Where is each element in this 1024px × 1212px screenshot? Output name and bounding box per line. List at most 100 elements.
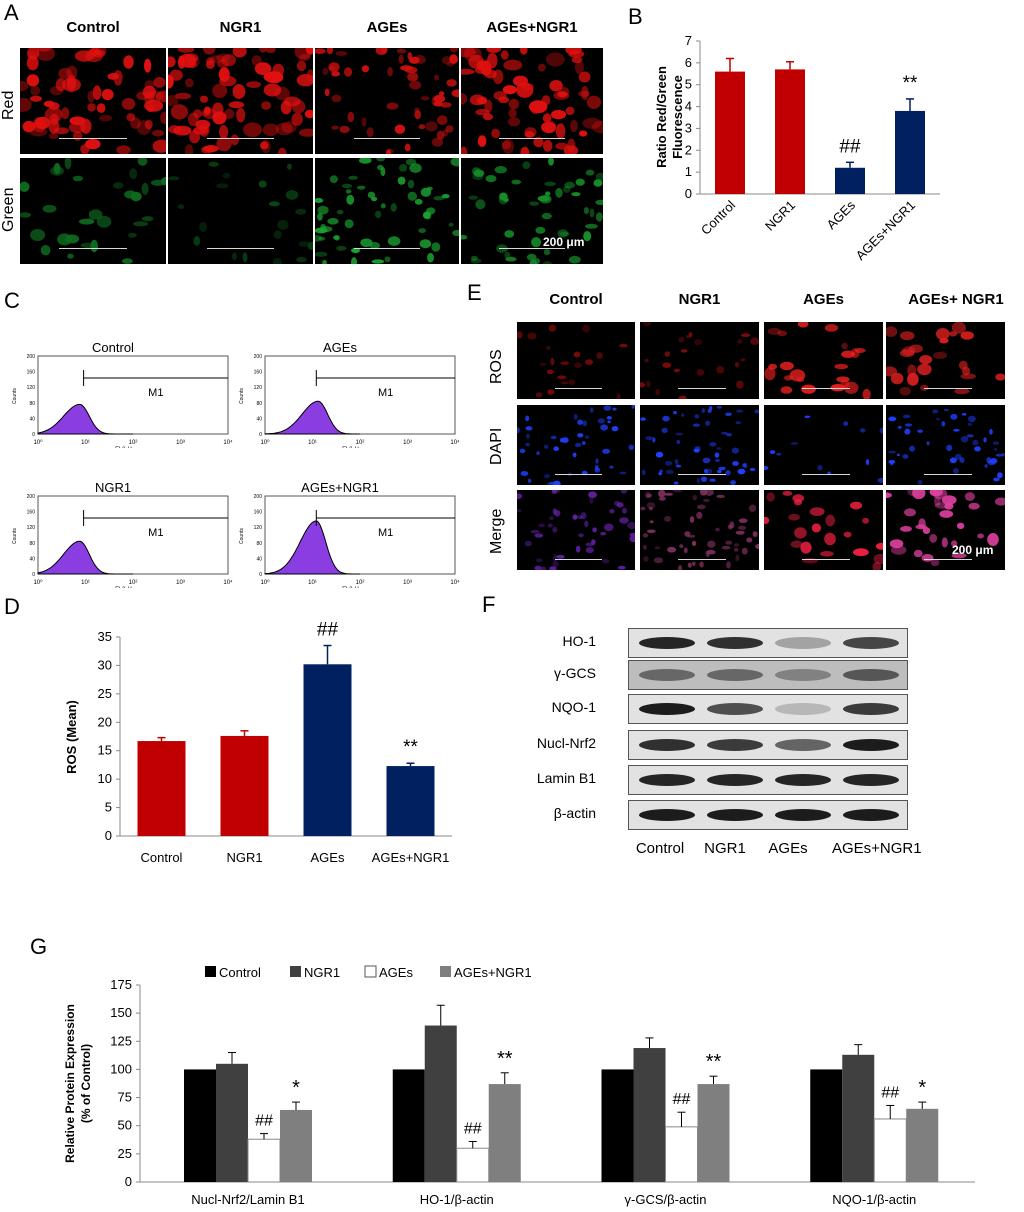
panel-c-ytick-2-0: 0 — [259, 432, 262, 438]
panel-e-letter: E — [467, 280, 482, 305]
panel-c-xtick-3-3: 10³ — [176, 580, 185, 586]
panel-c-xtick-3-1: 10¹ — [81, 580, 90, 586]
panel-a-image-red-3 — [315, 48, 459, 154]
panel-f-band-6-4 — [843, 809, 899, 821]
chartB-bar-2 — [775, 69, 805, 194]
panel-f-band-1-1 — [639, 637, 695, 649]
chart-g: 0 25 50 75 100 125 150 175 Relative Protein Expr… — [63, 965, 975, 1207]
chart-b-ylabel-line1: Ratio Red/Green — [654, 66, 669, 168]
chart-g-bar-1-1 — [184, 1069, 216, 1182]
chart-g-annot-2-4: ** — [497, 1048, 513, 1070]
panel-c-xtick-4-2: 10² — [356, 580, 365, 586]
chart-g-legend-swatch-2 — [290, 966, 301, 977]
panel-f-band-4-1 — [639, 739, 695, 751]
panel-f-band-box-1 — [628, 628, 908, 658]
chartD-bar-1 — [137, 741, 186, 836]
panel-c-ytick-2-1: 40 — [256, 416, 262, 422]
panel-c-xtick-4-0: 10⁰ — [260, 579, 270, 586]
panel-c-ytick-1-0: 0 — [32, 432, 35, 438]
chartD-bar-4 — [386, 766, 435, 836]
panel-f-lane-label-2: NGR1 — [704, 840, 746, 857]
chart-g-ytick-2: 50 — [118, 1118, 132, 1133]
chart-g-bar-2-4 — [488, 1084, 521, 1182]
panel-c-ytick-4-0: 0 — [259, 572, 262, 578]
panel-c-histogram-1: Control M1 10⁰ 10¹ 10² 10³ 10⁴ 0 40 80 120 160 200 FL… — [12, 340, 233, 448]
panel-f-band-3-4 — [843, 703, 899, 715]
panel-b-letter: B — [628, 4, 643, 29]
chart-g-bar-3-4 — [697, 1084, 730, 1182]
panel-c-xtick-2-4: 10⁴ — [450, 439, 460, 446]
chartB-bar-1 — [715, 71, 745, 194]
panel-f-band-4-4 — [843, 739, 899, 751]
chartD-ytick-2: 10 — [98, 771, 112, 786]
chartD-bar-3 — [303, 664, 352, 836]
panel-e-image-3-4 — [886, 490, 1005, 570]
panel-e-scalebar-3-3 — [802, 559, 850, 560]
panel-f-band-6-1 — [639, 809, 695, 821]
chart-g-legend-label-3: AGEs — [379, 965, 413, 980]
chartD-bar-2 — [220, 735, 269, 836]
chart-g-xtick-3: γ-GCS/β-actin — [625, 1192, 707, 1207]
panel-f-band-label-5: Lamin B1 — [536, 770, 596, 786]
panel-a-scalebar-2-1 — [59, 248, 127, 249]
chart-g-legend-swatch-4 — [440, 966, 451, 977]
panel-f-letter: F — [482, 592, 496, 617]
panel-c-ytick-4-2: 80 — [256, 541, 262, 547]
panel-f-band-box-3 — [628, 694, 908, 724]
chartB-ytick-3: 3 — [685, 120, 692, 135]
panel-c-xtick-4-1: 10¹ — [308, 580, 317, 586]
panel-c-ytick-2-3: 120 — [254, 385, 263, 391]
panel-c-ytick-1-1: 40 — [29, 416, 35, 422]
panel-c-xlabel-2: FL2-H — [342, 447, 359, 448]
chart-g-bar-1-4 — [280, 1109, 312, 1182]
panel-e-col-ages: AGEs — [803, 291, 844, 308]
chartB-xtick-1: Control — [698, 197, 738, 237]
panel-a-image-green-3 — [315, 158, 459, 264]
panel-a-image-red-1 — [20, 48, 166, 154]
panel-e-scalebar-2-3 — [802, 474, 850, 475]
chart-b: 0 1 2 3 4 5 6 7 Control NGR1 ## AGEs ** AGEs+NGR1 Rati… — [654, 33, 940, 263]
panel-c-histogram-2: AGEs M1 10⁰ 10¹ 10² 10³ 10⁴ 0 40 80 120 160 200 FL2-H… — [239, 340, 460, 448]
chartB-ytick-4: 4 — [685, 99, 692, 114]
panel-c-title-2: AGEs — [323, 340, 357, 355]
panel-f-band-5-1 — [639, 774, 695, 786]
panel-c-ytick-3-3: 120 — [27, 525, 36, 531]
panel-c-histogram-4: AGEs+NGR1 M1 10⁰ 10¹ 10² 10³ 10⁴ 0 40 80 120 160 200… — [239, 480, 460, 588]
panel-f-band-1-2 — [707, 637, 763, 649]
panel-a-scalebar-2-4 — [499, 248, 565, 249]
chart-g-annot-1-4: * — [292, 1077, 300, 1099]
chartD-ytick-6: 30 — [98, 657, 112, 672]
chartB-ytick-1: 1 — [685, 164, 692, 179]
panel-c-ytick-3-2: 80 — [29, 541, 35, 547]
chartB-ytick-2: 2 — [685, 142, 692, 157]
chartB-xtick-2: NGR1 — [762, 198, 798, 234]
chart-g-ylabel-line2: (% of Control) — [79, 1044, 93, 1123]
chartD-xtick-3: AGEs — [311, 850, 345, 865]
panel-a-row-red: Red — [0, 90, 17, 120]
panel-f-lane-label-3: AGEs — [768, 840, 808, 857]
panel-c-xtick-4-3: 10³ — [403, 580, 412, 586]
panel-c-ytick-4-4: 160 — [254, 510, 263, 516]
panel-f-band-5-2 — [707, 774, 763, 786]
panel-a-col-ngr1: NGR1 — [219, 19, 262, 36]
chartD-xtick-1: Control — [141, 850, 183, 865]
chart-b-ylabel-line2: Fluorescence — [670, 75, 685, 159]
panel-f-band-3-3 — [775, 703, 831, 715]
panel-f-band-label-3: NQO-1 — [551, 699, 596, 715]
chartB-ytick-5: 5 — [685, 77, 692, 92]
panel-e-scalebar-3-1 — [554, 559, 602, 560]
panel-c-xtick-4-4: 10⁴ — [450, 579, 460, 586]
panel-e-row-dapi: DAPI — [488, 427, 505, 465]
chartD-annot-4: ** — [403, 737, 418, 758]
panel-e-scalebar-1-4 — [924, 388, 972, 389]
panel-f-band-4-3 — [775, 739, 831, 751]
panel-f-band-3-1 — [639, 703, 695, 715]
panel-e-image-2-1 — [517, 405, 635, 485]
panel-c-xtick-3-4: 10⁴ — [223, 579, 233, 586]
panel-c-xlabel-1: FL2-H — [115, 447, 132, 448]
panel-f-band-2-3 — [775, 669, 831, 681]
panel-a-letter: A — [4, 0, 19, 25]
panel-e-scalebar-1-2 — [678, 388, 726, 389]
chartB-xtick-3: AGEs — [823, 197, 858, 232]
panel-f-band-5-3 — [775, 774, 831, 786]
